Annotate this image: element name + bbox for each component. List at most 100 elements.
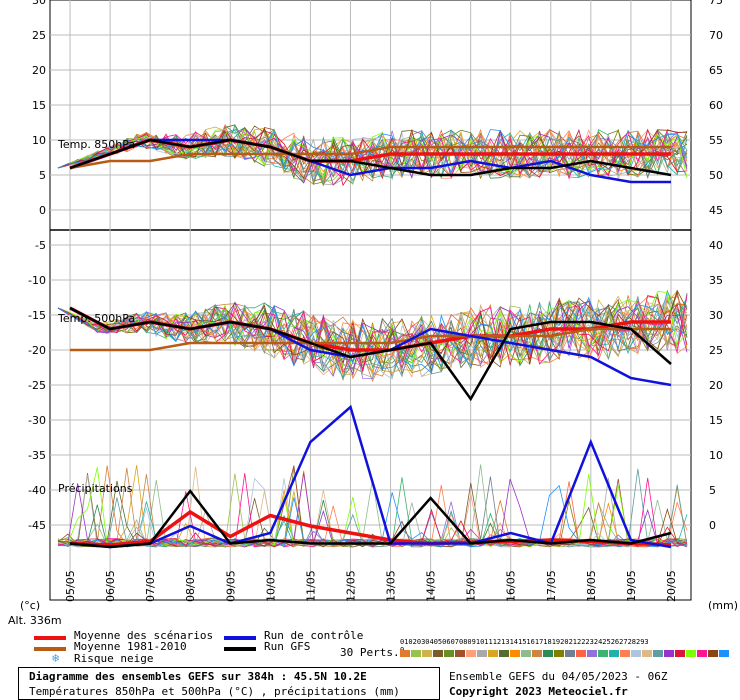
- left-tick-label: -45: [28, 519, 46, 532]
- pert-swatch: [587, 650, 597, 657]
- main-series: [69, 138, 672, 549]
- legend-swatch-climo: [34, 647, 66, 651]
- left-tick-label: 20: [32, 64, 46, 77]
- left-tick-label: -40: [28, 484, 46, 497]
- date-tick-label: 20/05: [665, 570, 678, 602]
- pert-swatch: [543, 650, 553, 657]
- pert-swatch: [455, 650, 465, 657]
- left-tick-label: 0: [39, 204, 46, 217]
- date-tick-label: 11/05: [304, 570, 317, 602]
- series-line: [69, 138, 671, 184]
- series-line: [69, 488, 672, 549]
- date-tick-label: 17/05: [545, 570, 558, 602]
- snowflake-icon: ❄: [52, 651, 60, 665]
- footer-subtitle: Températures 850hPa et 500hPa (°C) , pré…: [29, 685, 400, 698]
- date-tick-label: 08/05: [184, 570, 197, 602]
- legend-swatch-mean: [34, 636, 66, 640]
- left-axis: 30 25 20 15 10 5 0 -5 -10 -15 -20 -25 -30 -35 -40 -45: [28, 0, 46, 532]
- right-tick-label: 65: [709, 64, 723, 77]
- date-tick-label: 18/05: [585, 570, 598, 602]
- series-line: [69, 404, 672, 549]
- legend-snow: Risque neige: [74, 652, 154, 665]
- panel-label-t850: Temp. 850hPa: [57, 138, 135, 151]
- plot-frame: [49, 0, 692, 601]
- right-tick-label: 70: [709, 29, 723, 42]
- date-tick-label: 12/05: [344, 570, 357, 602]
- pert-swatch: [620, 650, 630, 657]
- right-tick-label: 20: [709, 379, 723, 392]
- pert-swatch: [532, 650, 542, 657]
- legend-control: Run de contrôle: [264, 629, 364, 642]
- pert-swatch: [433, 650, 443, 657]
- pert-swatch: [642, 650, 652, 657]
- left-tick-label: -5: [35, 239, 46, 252]
- pert-swatch: [609, 650, 619, 657]
- date-tick-label: 09/05: [224, 570, 237, 602]
- pert-swatch: [411, 650, 421, 657]
- x-axis: 05/05 06/05 07/05 08/05 09/05 10/05 11/05 12/05…: [64, 570, 678, 602]
- ensemble-member-t500: [57, 293, 688, 380]
- copyright: Copyright 2023 Meteociel.fr: [449, 685, 628, 698]
- run-info: Ensemble GEFS du 04/05/2023 - 06Z: [449, 670, 668, 683]
- series-line: [69, 306, 672, 402]
- pert-swatch: [631, 650, 641, 657]
- legend-mean: Moyenne des scénarios: [74, 629, 214, 642]
- date-tick-label: 16/05: [505, 570, 518, 602]
- left-tick-label: 30: [32, 0, 46, 7]
- pert-swatch: [499, 650, 509, 657]
- footer-title: Diagramme des ensembles GEFS sur 384h : …: [29, 670, 367, 683]
- legend-gfs: Run GFS: [264, 640, 311, 653]
- pert-swatch: [521, 650, 531, 657]
- legend-climo: Moyenne 1981-2010: [74, 640, 187, 653]
- ensemble-member-t500: [57, 289, 688, 379]
- left-tick-label: -20: [28, 344, 46, 357]
- date-tick-label: 05/05: [64, 570, 77, 602]
- pert-swatch: [653, 650, 663, 657]
- left-tick-label: -30: [28, 414, 46, 427]
- left-tick-label: -10: [28, 274, 46, 287]
- left-tick-label: 25: [32, 29, 46, 42]
- right-tick-label: 40: [709, 239, 723, 252]
- right-tick-label: 50: [709, 169, 723, 182]
- right-tick-label: 25: [709, 344, 723, 357]
- date-tick-label: 07/05: [144, 570, 157, 602]
- date-tick-label: 10/05: [264, 570, 277, 602]
- right-tick-label: 75: [709, 0, 723, 7]
- pert-swatch: [400, 650, 410, 657]
- panel-label-t500: Temp. 500hPa: [57, 312, 135, 325]
- left-tick-label: 15: [32, 99, 46, 112]
- ensemble-member-t500: [57, 291, 688, 367]
- pert-swatch: [598, 650, 608, 657]
- left-tick-label: -35: [28, 449, 46, 462]
- pert-swatch: [466, 650, 476, 657]
- date-tick-label: 13/05: [385, 570, 398, 602]
- pert-swatch: [422, 650, 432, 657]
- date-tick-label: 19/05: [625, 570, 638, 602]
- right-tick-label: 35: [709, 274, 723, 287]
- pert-swatch: [488, 650, 498, 657]
- ensemble-member-t850: [57, 129, 688, 180]
- panel-label-precip: Précipitations: [58, 482, 133, 495]
- left-unit: (°c): [20, 599, 40, 612]
- legend-swatch-gfs: [224, 647, 256, 651]
- pert-swatch: [477, 650, 487, 657]
- ensemble-member-t850: [57, 128, 688, 180]
- pert-swatch: [444, 650, 454, 657]
- series-line: [70, 327, 671, 352]
- ensemble-member-t850: [57, 127, 688, 184]
- pert-swatch: [554, 650, 564, 657]
- series-line: [69, 138, 672, 177]
- ensemble-member-t850: [57, 129, 688, 178]
- footer-box: Diagramme des ensembles GEFS sur 384h : …: [18, 667, 440, 700]
- date-tick-label: 15/05: [465, 570, 478, 602]
- pert-swatch: [675, 650, 685, 657]
- pert-swatch: [686, 650, 696, 657]
- altitude-label: Alt. 336m: [8, 614, 62, 627]
- pert-swatch: [708, 650, 718, 657]
- pert-swatch: [697, 650, 707, 657]
- left-tick-label: -25: [28, 379, 46, 392]
- pert-swatch: [510, 650, 520, 657]
- left-tick-label: -15: [28, 309, 46, 322]
